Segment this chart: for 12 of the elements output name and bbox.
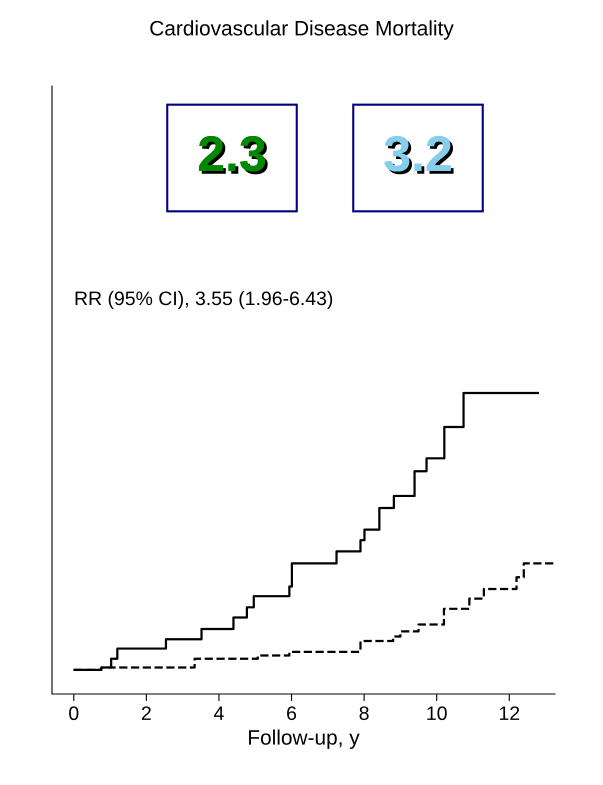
x-tick-label: 0 xyxy=(69,706,78,720)
text: 3.2 xyxy=(384,136,454,174)
text: 2.3 xyxy=(198,136,268,174)
x-tick-label: 12 xyxy=(500,706,520,720)
chart-title: Cardiovascular Disease Mortality xyxy=(150,20,454,40)
text: RR (95% CI), 3.55 (1.96-6.43) xyxy=(76,290,332,310)
x-axis-title: Follow-up, y xyxy=(249,729,360,749)
x-tick-label: 10 xyxy=(427,706,447,720)
x-tick-label: 2 xyxy=(142,706,151,720)
x-tick-label: 6 xyxy=(287,706,296,720)
x-tick-label: 4 xyxy=(214,706,224,720)
x-tick-label: 8 xyxy=(360,706,369,720)
